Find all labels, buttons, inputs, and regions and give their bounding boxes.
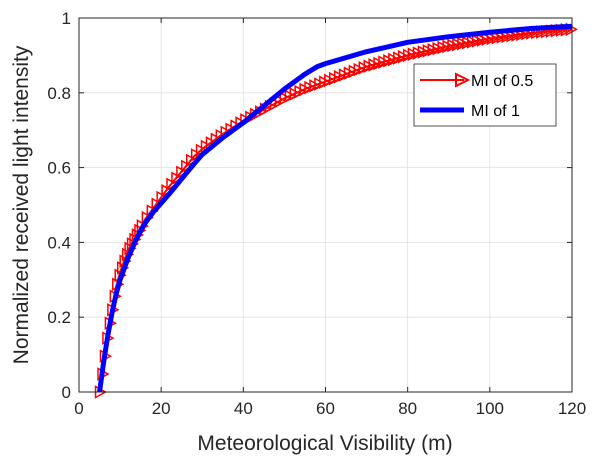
y-tick-label: 0.8 <box>47 84 71 103</box>
legend-label-mi-0-5: MI of 0.5 <box>471 73 533 90</box>
y-tick-label: 0.2 <box>47 308 71 327</box>
y-axis-label: Normalized received light intensity <box>10 45 33 364</box>
axis-ticks <box>78 17 573 393</box>
x-tick-label: 0 <box>74 399 83 418</box>
x-tick-label: 100 <box>476 399 504 418</box>
tick-labels: 0 20 40 60 80 100 120 0 0.2 0.4 0.6 0.8 1 <box>47 9 586 418</box>
series-line-mi-1 <box>97 23 573 393</box>
y-tick-label: 1 <box>62 9 71 28</box>
legend-box <box>413 63 557 127</box>
series-layer <box>94 22 578 399</box>
x-tick-label: 40 <box>234 399 253 418</box>
legend: MI of 0.5 MI of 1 <box>413 63 557 127</box>
y-tick-label: 0.6 <box>47 159 71 178</box>
y-tick-label: 0.4 <box>47 233 71 252</box>
x-tick-label: 80 <box>398 399 417 418</box>
x-tick-label: 60 <box>316 399 335 418</box>
x-tick-label: 120 <box>558 399 586 418</box>
x-axis-label: Meteorological Visibility (m) <box>197 432 452 455</box>
x-tick-label: 20 <box>152 399 171 418</box>
y-tick-label: 0 <box>62 383 71 402</box>
legend-label-mi-1: MI of 1 <box>471 103 520 120</box>
legend-marker-mi-0-5 <box>455 72 471 88</box>
